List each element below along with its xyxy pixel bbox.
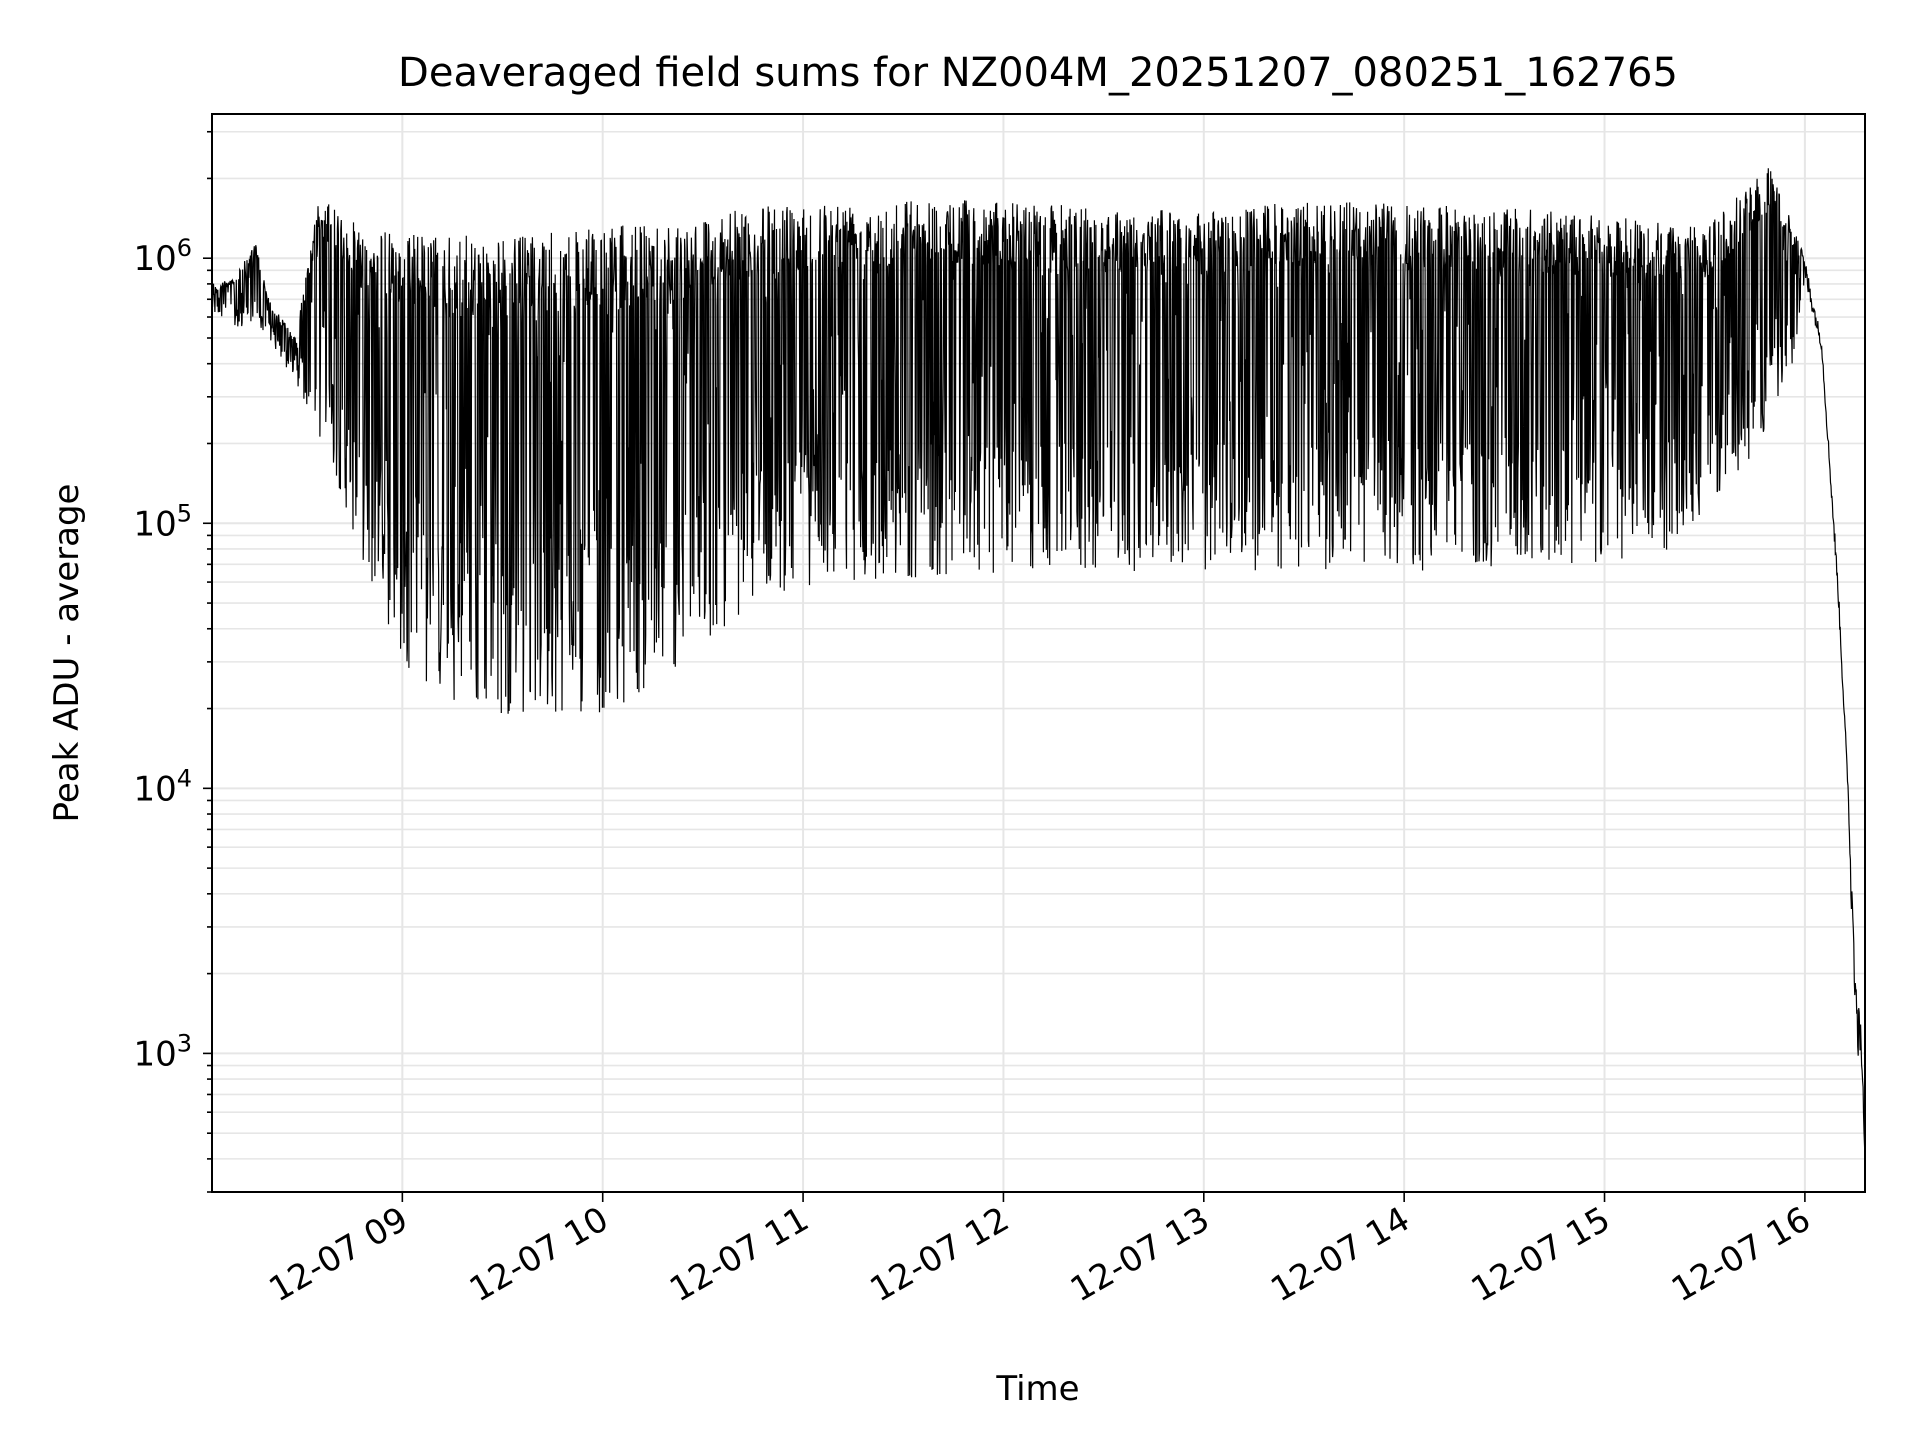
y-tick-label: 106 xyxy=(133,234,192,279)
y-axis-label: Peak ADU - average xyxy=(47,484,87,823)
series-line xyxy=(211,168,1866,1159)
chart-title: Deaveraged field sums for NZ004M_2025120… xyxy=(398,50,1678,96)
y-tick-label: 103 xyxy=(133,1029,192,1074)
plot-frame xyxy=(211,113,1866,1193)
y-tick-label: 104 xyxy=(133,764,192,809)
y-axis: 103 104 105 106 xyxy=(133,130,212,1193)
series-path xyxy=(211,168,1866,1159)
y-tick-label: 105 xyxy=(133,499,192,544)
x-axis-label: Time xyxy=(995,1369,1079,1409)
